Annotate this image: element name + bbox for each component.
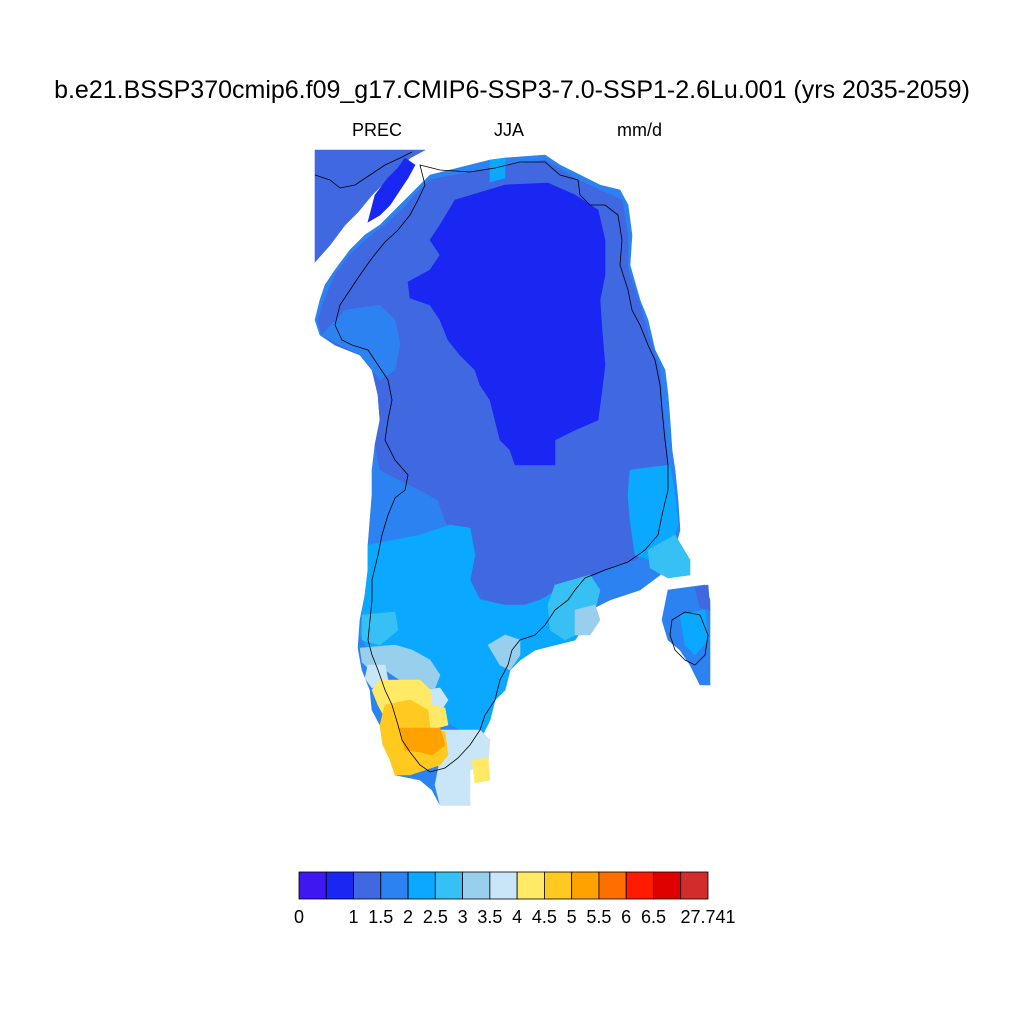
colorbar-swatch (462, 871, 491, 900)
colorbar-swatch (653, 871, 682, 900)
colorbar-swatch (434, 871, 464, 900)
variable-label: PREC (352, 120, 403, 140)
ellesmere-coast (314, 151, 413, 189)
greenland-coast (334, 161, 669, 773)
colorbar-tick-label: 5 (566, 907, 577, 927)
colorbar-tick-label: 1 (348, 907, 359, 927)
colorbar-swatch (380, 871, 409, 900)
colorbar-swatch (598, 871, 627, 900)
field-c6-s (487, 634, 521, 671)
field-c7-s (434, 729, 491, 806)
colorbar-swatch (407, 871, 436, 900)
colorbar-tick-label: 4 (512, 907, 523, 927)
colorbar-swatch (325, 871, 354, 900)
colorbar-swatch (680, 871, 709, 900)
season-label: JJA (494, 120, 525, 140)
colorbar-swatch (298, 871, 327, 900)
colorbar-swatch (571, 871, 600, 900)
iceland-coast (669, 611, 709, 666)
colorbar-swatch (353, 871, 382, 900)
field-c4-east-island (679, 609, 709, 656)
field-c3-west (321, 304, 401, 381)
colorbar-tick-label: 3.5 (477, 907, 503, 927)
colorbar-tick-label: 1.5 (368, 907, 394, 927)
coastline (314, 151, 709, 773)
field-c1-core (407, 182, 606, 466)
colorbar-tick-label: 27.741 (680, 907, 736, 927)
field-c6-se (574, 604, 601, 636)
field-c2-east-island (694, 584, 711, 611)
colorbar-tick-label: 2.5 (422, 907, 448, 927)
colorbar-swatch (544, 871, 573, 900)
colorbar-tick-label: 5.5 (586, 907, 612, 927)
colorbar-tick-label: 2 (403, 907, 414, 927)
units-label: mm/d (617, 120, 662, 140)
field-c5-e (647, 534, 691, 579)
colorbar-tick-label: 0 (293, 907, 305, 927)
colorbar-tick-label: 3 (457, 907, 468, 927)
colorbar-swatch (625, 871, 654, 900)
field-c8-s (471, 757, 491, 784)
field-c10-s (399, 727, 446, 756)
colorbar-tick-label: 6 (621, 907, 632, 927)
field-c4-top (489, 157, 506, 183)
colorbar-swatch (516, 871, 545, 900)
colorbar-swatch (489, 871, 518, 900)
colorbar-tick-label: 4.5 (531, 907, 557, 927)
field-c5-sw (361, 611, 399, 646)
plot-title: b.e21.BSSP370cmip6.f09_g17.CMIP6-SSP3-7.… (54, 76, 970, 104)
colorbar-tick-label: 6.5 (640, 907, 666, 927)
field-c1-nw (367, 157, 416, 223)
precip-field (314, 149, 711, 806)
field-c2-nw (314, 149, 426, 263)
